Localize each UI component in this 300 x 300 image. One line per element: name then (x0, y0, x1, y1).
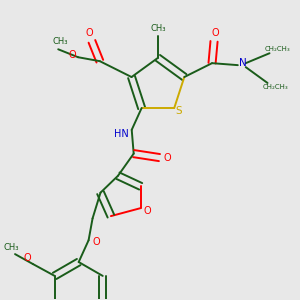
Text: O: O (85, 28, 93, 38)
Text: O: O (68, 50, 76, 60)
Text: CH₂CH₃: CH₂CH₃ (262, 84, 288, 90)
Text: N: N (239, 58, 247, 68)
Text: CH₃: CH₃ (3, 243, 19, 252)
Text: CH₃: CH₃ (150, 24, 166, 33)
Text: S: S (176, 106, 182, 116)
Text: CH₃: CH₃ (52, 37, 68, 46)
Text: CH₂CH₃: CH₂CH₃ (265, 46, 290, 52)
Text: HN: HN (114, 129, 129, 139)
Text: O: O (23, 253, 31, 263)
Text: O: O (93, 237, 100, 247)
Text: O: O (164, 153, 171, 163)
Text: O: O (144, 206, 152, 216)
Text: O: O (211, 28, 219, 38)
